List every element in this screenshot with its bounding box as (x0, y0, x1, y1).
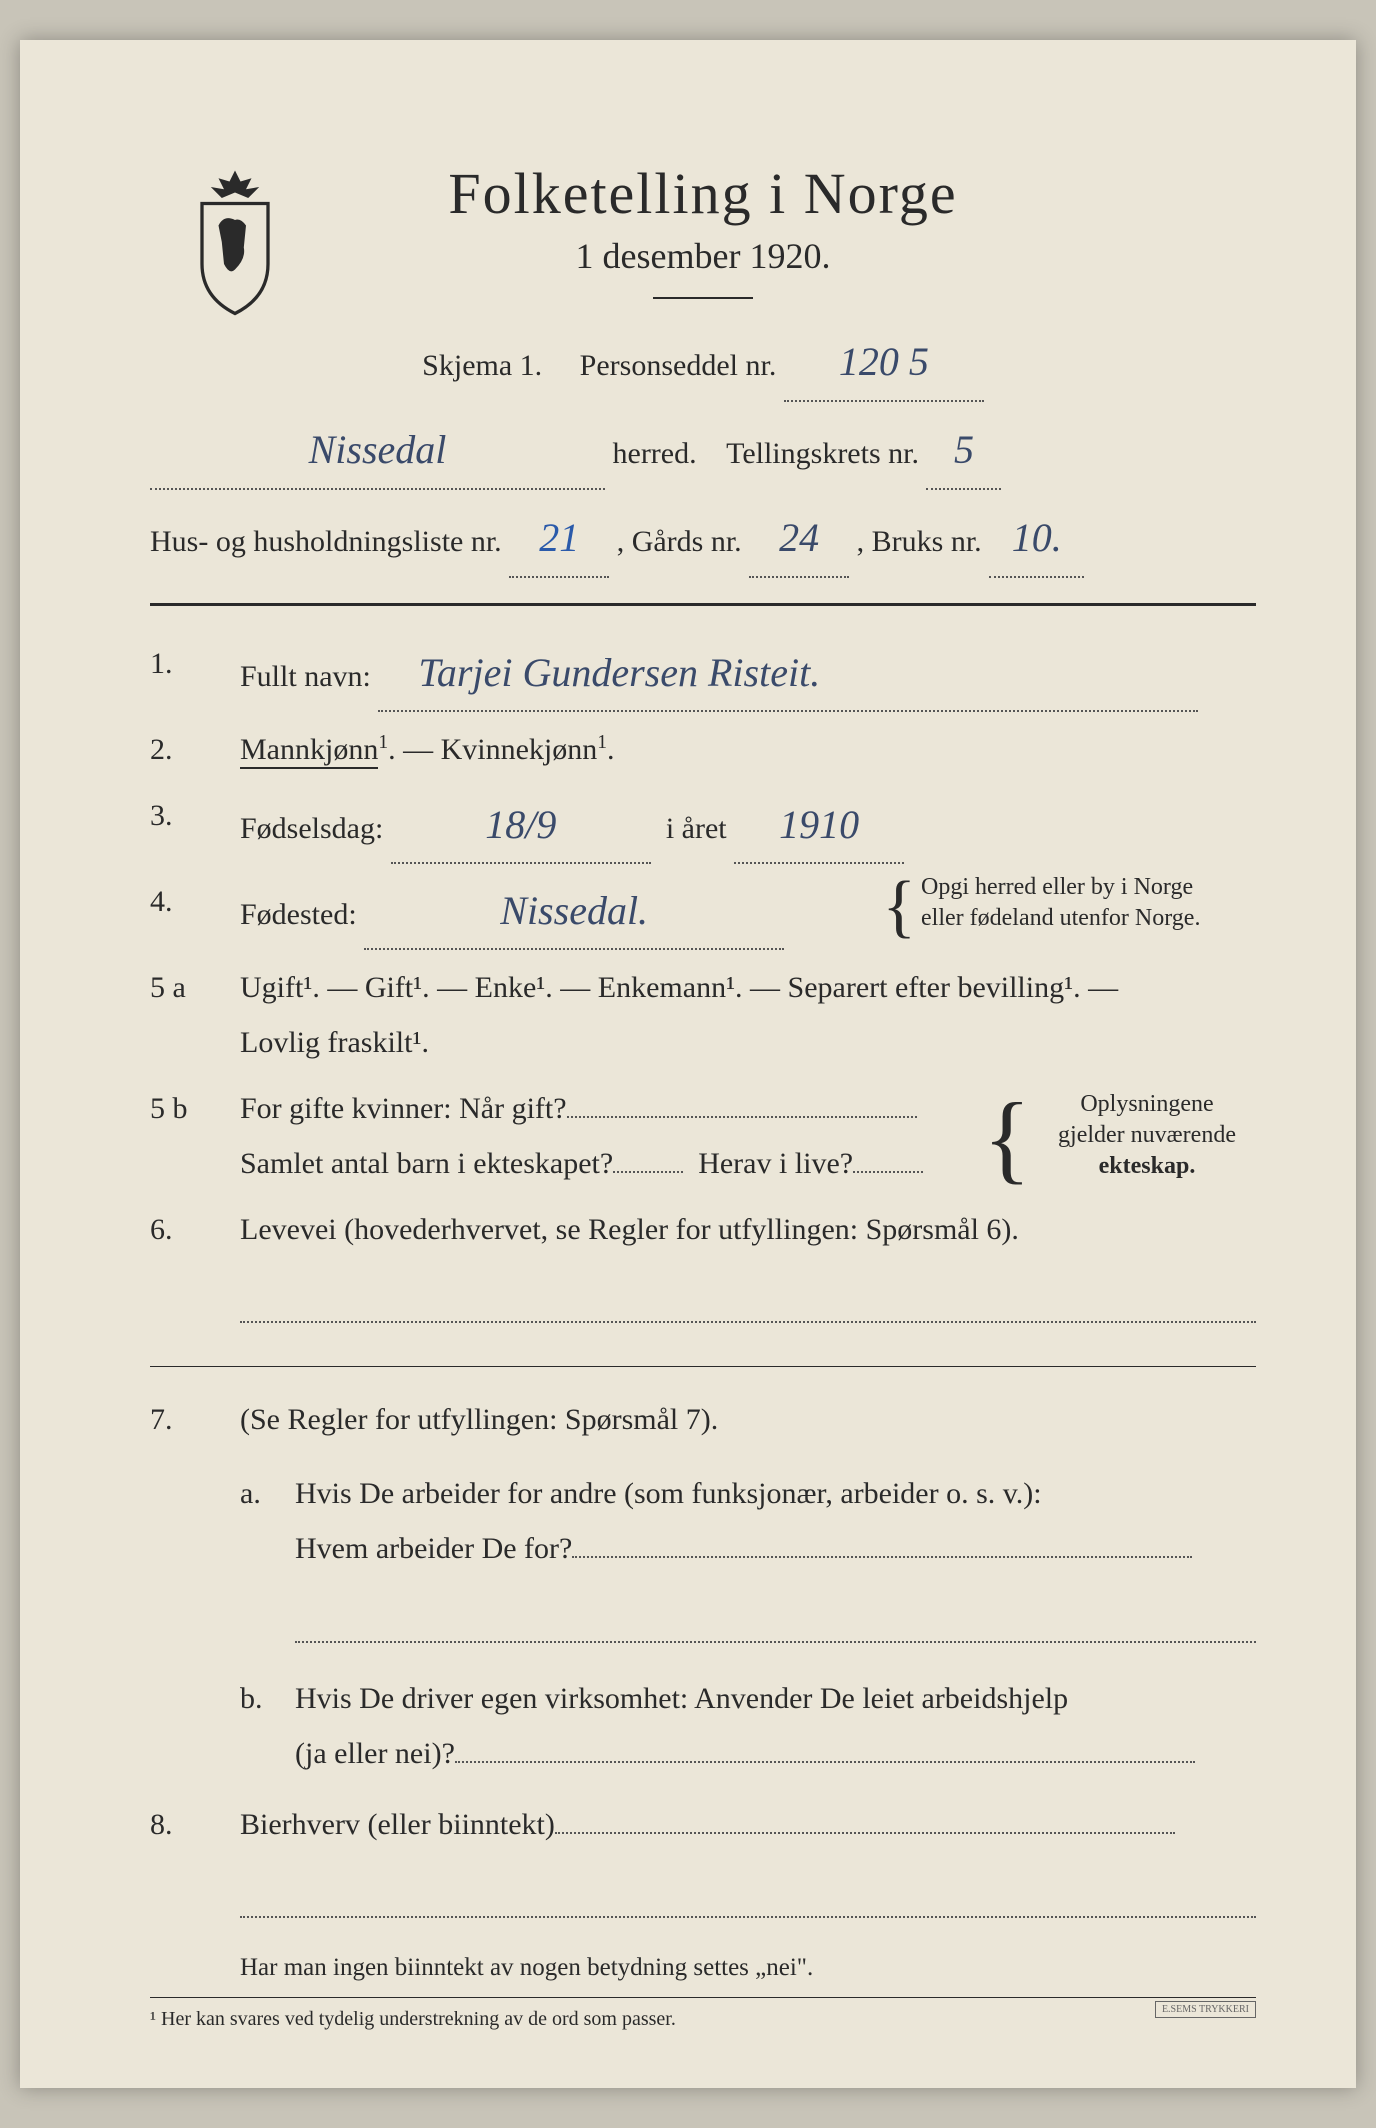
q6: 6. Levevei (hovederhvervet, se Regler fo… (150, 1202, 1256, 1342)
person-nr-value: 120 5 (839, 324, 929, 400)
census-form-page: Folketelling i Norge 1 desember 1920. Sk… (20, 40, 1356, 2088)
q5a-line2: Lovlig fraskilt¹. (240, 1026, 429, 1059)
printer-stamp: E.SEMS TRYKKERI (1155, 2001, 1256, 2018)
schema-label: Skjema 1. (422, 349, 542, 382)
footer-note: Har man ingen biinntekt av nogen betydni… (240, 1954, 1256, 1982)
hus-label: Hus- og husholdningsliste nr. (150, 525, 502, 558)
q2-mann: Mannkjønn (240, 733, 378, 769)
rule (150, 603, 1256, 606)
q7-intro: (Se Regler for utfyllingen: Spørsmål 7). (240, 1403, 718, 1436)
hus-row: Hus- og husholdningsliste nr. 21 , Gårds… (150, 500, 1256, 578)
q5a-line: Ugift¹. — Gift¹. — Enke¹. — Enkemann¹. —… (240, 971, 1118, 1004)
bruks-nr: 10. (1012, 500, 1062, 576)
footnote: ¹ Her kan svares ved tydelig understrekn… (150, 1997, 1256, 2031)
liste-nr: 21 (539, 500, 579, 576)
q4-label: Fødested: (240, 898, 357, 931)
q5b-note-b: gjelder nuværende (1058, 1122, 1236, 1148)
q6-text: Levevei (hovederhvervet, se Regler for u… (240, 1213, 1019, 1246)
form-header: Folketelling i Norge 1 desember 1920. (150, 160, 1256, 299)
schema-row: Skjema 1. Personseddel nr. 120 5 (150, 324, 1256, 402)
q5a-num: 5 a (150, 960, 240, 1071)
q7a-num: a. (240, 1466, 295, 1661)
rule (150, 1366, 1256, 1367)
krets-label: Tellingskrets nr. (726, 437, 919, 470)
q3-year: 1910 (779, 788, 859, 862)
gards-nr: 24 (779, 500, 819, 576)
q5b: 5 b For gifte kvinner: Når gift? Samlet … (150, 1081, 1256, 1192)
person-label: Personseddel nr. (580, 349, 777, 382)
herred-row: Nissedal herred. Tellingskrets nr. 5 (150, 412, 1256, 490)
blank-line (295, 1595, 1256, 1643)
q2-num: 2. (150, 722, 240, 778)
q5b-note-c: ekteskap. (1099, 1153, 1196, 1179)
q5b-num: 5 b (150, 1081, 240, 1192)
q5b-b: Samlet antal barn i ekteskapet? (240, 1147, 613, 1180)
bruks-label: , Bruks nr. (857, 525, 982, 558)
q2-kvinne: — Kvinnekjønn (396, 733, 598, 766)
q8-label: Bierhverv (eller biinntekt) (240, 1808, 555, 1841)
coat-of-arms-icon (180, 165, 290, 315)
q1-label: Fullt navn: (240, 660, 371, 693)
herred-name: Nissedal (309, 412, 447, 488)
q5b-note-a: Oplysningene (1080, 1091, 1213, 1117)
q3: 3. Fødselsdag: 18/9 i året 1910 (150, 788, 1256, 864)
q8-num: 8. (150, 1797, 240, 1937)
q4-value: Nissedal. (500, 874, 648, 948)
q3-day: 18/9 (485, 788, 556, 862)
krets-nr: 5 (954, 412, 974, 488)
footnote-text: ¹ Her kan svares ved tydelig understrekn… (150, 2008, 676, 2030)
q3-label-b: i året (666, 812, 727, 845)
q1-value: Tarjei Gundersen Risteit. (418, 636, 820, 710)
q4: 4. Fødested: Nissedal. { Opgi herred ell… (150, 874, 1256, 950)
blank-line (240, 1870, 1256, 1918)
q4-num: 4. (150, 874, 240, 950)
q6-num: 6. (150, 1202, 240, 1342)
q4-note-a: Opgi herred eller by i Norge (921, 874, 1193, 900)
q7a-line2: Hvem arbeider De for? (295, 1532, 572, 1565)
q3-num: 3. (150, 788, 240, 864)
gards-label: , Gårds nr. (617, 525, 742, 558)
q1: 1. Fullt navn: Tarjei Gundersen Risteit. (150, 636, 1256, 712)
q5b-c: Herav i live? (698, 1147, 853, 1180)
q1-num: 1. (150, 636, 240, 712)
q5b-a: For gifte kvinner: Når gift? (240, 1092, 567, 1125)
herred-label: herred. (613, 437, 697, 470)
blank-line (240, 1275, 1256, 1323)
q4-note-b: eller fødeland utenfor Norge. (921, 905, 1200, 931)
q7b-num: b. (240, 1671, 295, 1782)
q7-num: 7. (150, 1392, 240, 1782)
q8: 8. Bierhverv (eller biinntekt) (150, 1797, 1256, 1937)
q7: 7. (Se Regler for utfyllingen: Spørsmål … (150, 1392, 1256, 1782)
form-date: 1 desember 1920. (150, 235, 1256, 277)
form-title: Folketelling i Norge (150, 160, 1256, 227)
q7b-line1: Hvis De driver egen virksomhet: Anvender… (295, 1682, 1068, 1715)
q5a: 5 a Ugift¹. — Gift¹. — Enke¹. — Enkemann… (150, 960, 1256, 1071)
q2: 2. Mannkjønn1. — Kvinnekjønn1. (150, 722, 1256, 778)
q3-label-a: Fødselsdag: (240, 812, 383, 845)
q7a-line1: Hvis De arbeider for andre (som funksjon… (295, 1477, 1042, 1510)
q7b-line2: (ja eller nei)? (295, 1737, 455, 1770)
divider (653, 297, 753, 299)
